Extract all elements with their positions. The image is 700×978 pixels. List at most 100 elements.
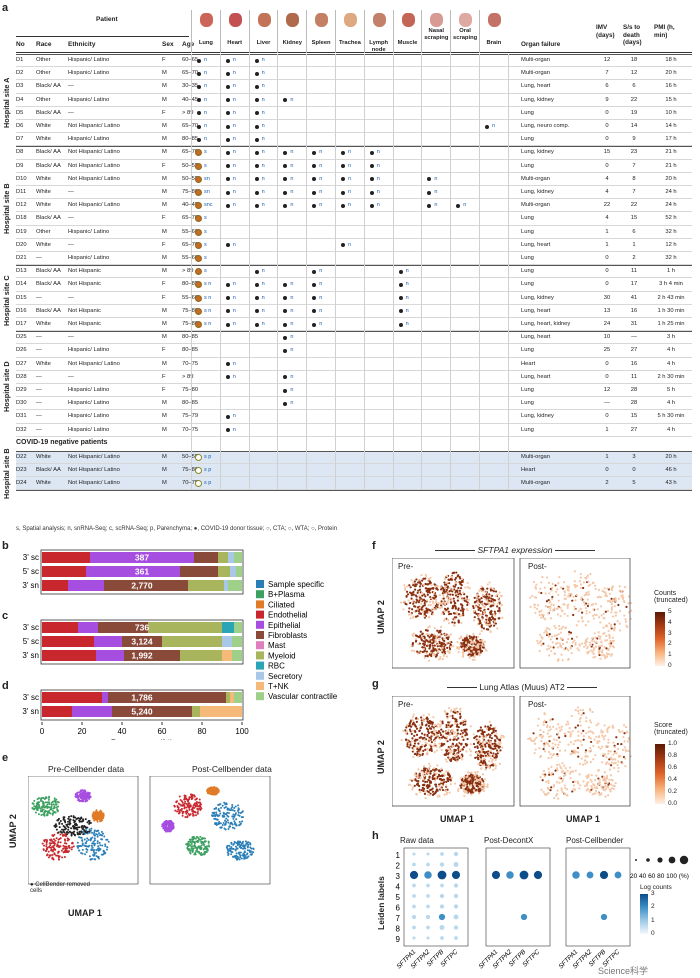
cell-organ-failure: Multi-organ (521, 453, 550, 460)
umap-point (88, 819, 91, 822)
umap-point (589, 643, 592, 647)
umap-point (543, 618, 547, 621)
umap-point (85, 831, 88, 834)
umap-point (456, 758, 459, 761)
assay-mark: n (232, 189, 236, 195)
umap-point (434, 723, 437, 726)
table-row: D14 Black/ AA Not Hispanic F 80–85 s n n n n n n Lu… (16, 278, 692, 292)
umap-point (199, 835, 202, 838)
umap-point (451, 756, 455, 759)
umap-point (591, 637, 594, 640)
umap-point (480, 752, 483, 755)
assay-mark: n (319, 175, 323, 182)
cell-pmi: 1 h 25 min (657, 321, 685, 327)
umap-point (627, 595, 631, 598)
umap-point (418, 599, 421, 602)
umap-point (573, 608, 576, 611)
umap-point (236, 858, 239, 861)
umap-point (439, 720, 442, 723)
umap-point (92, 849, 95, 852)
organ-col-line (392, 54, 394, 491)
umap-point (473, 616, 476, 619)
umap-point (437, 643, 440, 646)
umap-point (423, 593, 426, 596)
cell-ss: 11 (630, 373, 638, 380)
umap-point (490, 737, 494, 740)
umap-point (178, 795, 181, 798)
umap-point (405, 603, 408, 606)
umap-point (239, 851, 242, 854)
donor-tissue-dot (225, 203, 230, 208)
umap-point (489, 612, 492, 616)
umap-point (483, 743, 487, 746)
umap-point (447, 706, 451, 710)
umap-point (421, 718, 424, 721)
table-row: D5 Black/ AA — F > 89 n n n Lung 0 19 10 h (16, 107, 692, 120)
cell-age: 70–75 (182, 360, 199, 367)
umap-point (502, 734, 505, 738)
umap-point (444, 753, 448, 756)
umap-point (463, 597, 466, 600)
umap-point (458, 646, 461, 649)
umap-point (413, 723, 416, 726)
cell-ethnicity: — (68, 294, 74, 301)
umap-point (46, 801, 49, 804)
organ-col-line (421, 54, 423, 491)
umap-point (225, 820, 228, 823)
umap-point (418, 578, 421, 581)
umap-point (545, 721, 548, 724)
umap-point (425, 652, 428, 655)
umap-point (89, 795, 92, 798)
umap-point (493, 620, 496, 623)
umap-point (485, 766, 488, 769)
organ-label-3: Kidney (282, 40, 302, 46)
umap-point (52, 811, 55, 814)
umap-point (547, 647, 551, 650)
cell-no: D30 (16, 400, 27, 407)
donor-tissue-dot (197, 137, 201, 142)
umap-point (101, 844, 104, 847)
umap-point (56, 808, 59, 811)
umap-point (231, 826, 234, 829)
umap-point (452, 585, 455, 588)
organ-icon (315, 13, 329, 27)
umap-point (431, 790, 435, 793)
umap-point (209, 787, 212, 790)
assay-mark: n (492, 123, 496, 129)
cell-pmi: 5 h 30 min (657, 413, 685, 420)
bar-category-label: 3' sn (22, 651, 39, 660)
umap-point (439, 657, 442, 660)
umap-point (414, 752, 417, 755)
umap-point (464, 586, 467, 589)
umap-point (442, 612, 446, 616)
cell-no: D19 (16, 228, 27, 235)
umap-point (477, 792, 481, 795)
umap-point (412, 615, 415, 618)
umap-point (239, 841, 242, 844)
umap-point (438, 640, 441, 643)
umap-point (453, 736, 456, 739)
umap-point (455, 760, 458, 763)
umap-point (474, 637, 477, 640)
cell-organ-failure: Lung, neuro comp. (521, 123, 570, 129)
umap-point (241, 816, 244, 819)
assay-mark: n (290, 373, 294, 380)
umap-point (424, 654, 427, 658)
bar-segment (148, 622, 222, 633)
donor-tissue-dot (427, 177, 432, 182)
umap-point (74, 816, 77, 819)
umap-point (492, 747, 495, 751)
umap-point (404, 729, 407, 732)
umap-point (567, 637, 570, 641)
umap-point (402, 608, 405, 611)
umap-point (96, 835, 99, 838)
cell-imv: 4 (605, 189, 609, 195)
umap-point (223, 801, 226, 804)
umap-point (563, 597, 566, 600)
umap-point (47, 801, 50, 804)
organ-icon (228, 13, 242, 27)
organ-icon (430, 13, 444, 27)
umap-point (59, 830, 62, 833)
umap-point (62, 816, 65, 819)
legend-label: B+Plasma (268, 590, 305, 599)
